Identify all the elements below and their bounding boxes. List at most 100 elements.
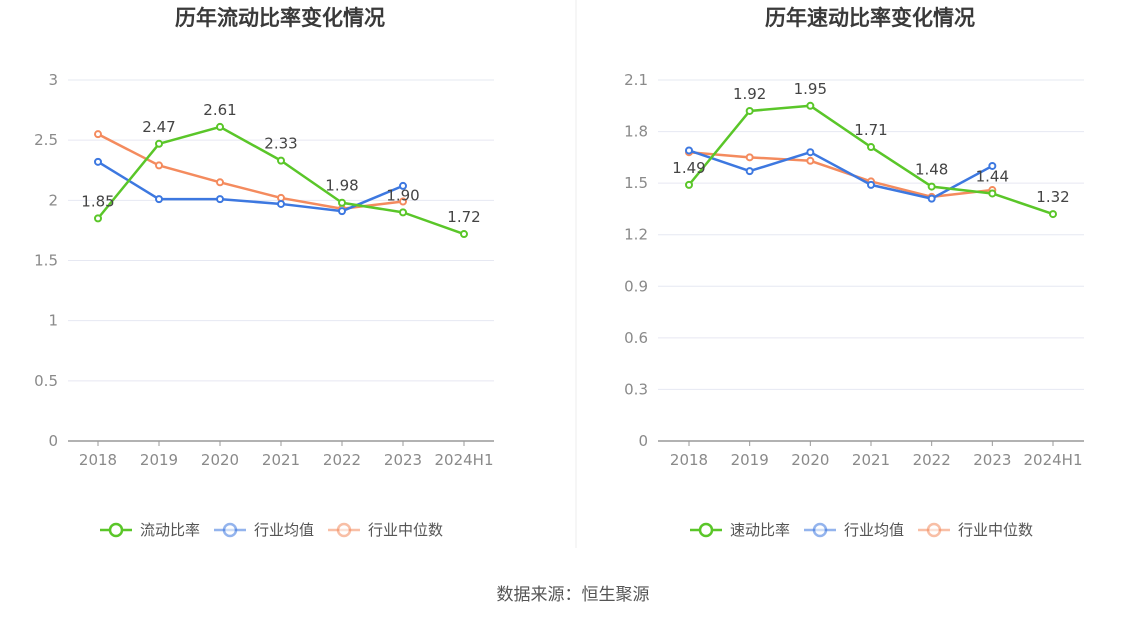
legend-marker: [926, 522, 942, 538]
legend-marker: [336, 522, 352, 538]
series-1: [94, 122, 468, 239]
x-tick-label: 2020: [201, 451, 239, 469]
data-point: [216, 195, 224, 204]
data-point: [399, 208, 407, 217]
chart-title: 历年流动比率变化情况: [175, 6, 385, 30]
legend-marker: [812, 522, 828, 538]
data-label: 1.44: [976, 167, 1009, 185]
series-line: [688, 149, 993, 200]
y-tick-label: 3: [48, 71, 58, 89]
data-point: [806, 148, 815, 157]
data-point: [277, 199, 285, 208]
y-tick-label: 0: [48, 432, 58, 450]
data-point: [216, 122, 224, 131]
legend-marker: [222, 522, 238, 538]
data-label: 1.92: [733, 85, 766, 103]
data-point: [155, 139, 163, 148]
legend-label: 速动比率: [730, 521, 790, 539]
x-tick-label: 2018: [670, 451, 708, 469]
x-tick-label: 2023: [973, 451, 1011, 469]
y-tick-label: 0.9: [624, 277, 648, 295]
legend-item-1: 速动比率: [690, 521, 790, 539]
chart-title: 历年速动比率变化情况: [765, 6, 975, 30]
legend-label: 行业中位数: [958, 521, 1033, 539]
y-tick-label: 1: [48, 312, 58, 330]
legend-item-2: 行业均值: [804, 521, 904, 539]
data-point: [460, 230, 468, 239]
x-tick-label: 2021: [852, 451, 890, 469]
data-point: [685, 180, 693, 189]
data-point: [216, 178, 224, 187]
y-tick-label: 1.5: [624, 174, 648, 192]
data-point: [1049, 210, 1057, 219]
data-point: [927, 194, 936, 203]
x-tick-label: 2021: [262, 451, 300, 469]
y-tick-label: 1.8: [624, 123, 648, 141]
legend-label: 流动比率: [140, 521, 200, 539]
series-3: [685, 148, 997, 201]
chart-1: 历年流动比率变化情况 0 0.5 1 1.5 2 2.5 3 2018 2019 2020 2021 2…: [34, 6, 494, 539]
data-point: [927, 182, 936, 191]
legend-label: 行业均值: [844, 521, 904, 539]
data-label: 2.61: [203, 101, 236, 119]
series-1: [685, 101, 1057, 219]
data-point: [277, 156, 285, 165]
legend-item-2: 行业均值: [214, 521, 314, 539]
x-tick-label: 2022: [913, 451, 951, 469]
data-label: 1.95: [794, 80, 827, 98]
legend-item-3: 行业中位数: [328, 521, 443, 539]
data-source: 数据来源：恒生聚源: [497, 585, 650, 605]
legend-item-1: 流动比率: [100, 521, 200, 539]
data-point: [399, 181, 407, 190]
data-point: [338, 207, 346, 216]
series-line: [688, 150, 993, 199]
legend-item-3: 行业中位数: [918, 521, 1033, 539]
data-point: [988, 189, 997, 198]
chart-2: 历年速动比率变化情况 0 0.3 0.6 0.9 1.2 1.5 1.8 2.1 2018 2019…: [624, 6, 1084, 539]
data-label: 2.47: [142, 118, 175, 136]
y-tick-label: 2: [48, 191, 58, 209]
y-tick-label: 0.6: [624, 329, 648, 347]
data-point: [745, 153, 754, 162]
series-line: [97, 160, 404, 213]
data-point: [806, 156, 815, 165]
data-label: 1.85: [81, 192, 114, 210]
y-tick-label: 0.5: [34, 372, 58, 390]
data-point: [338, 198, 346, 207]
data-point: [745, 167, 754, 176]
data-label: 1.72: [447, 208, 480, 226]
data-label: 1.32: [1036, 188, 1069, 206]
data-point: [399, 197, 407, 206]
data-label: 2.33: [264, 135, 297, 153]
data-label: 1.98: [325, 177, 358, 195]
y-tick-label: 2.1: [624, 71, 648, 89]
x-tick-label: 2019: [731, 451, 769, 469]
legend-marker: [698, 522, 714, 538]
series-2: [685, 146, 997, 203]
data-point: [867, 143, 875, 152]
data-point: [806, 101, 815, 110]
data-point: [745, 106, 754, 115]
data-label: 1.71: [854, 121, 887, 139]
data-label: 1.49: [672, 159, 705, 177]
x-tick-label: 2020: [791, 451, 829, 469]
y-tick-label: 0: [638, 432, 648, 450]
x-tick-label: 2024H1: [435, 451, 494, 469]
data-point: [155, 195, 163, 204]
y-tick-label: 2.5: [34, 131, 58, 149]
data-label: 1.48: [915, 161, 948, 179]
series-2: [94, 157, 407, 216]
data-point: [94, 130, 102, 139]
data-point: [155, 161, 163, 170]
data-point: [867, 180, 875, 189]
legend-marker: [108, 522, 124, 538]
data-point: [94, 214, 102, 223]
series-line: [97, 133, 404, 211]
x-tick-label: 2023: [384, 451, 422, 469]
data-point: [685, 146, 693, 155]
legend-label: 行业均值: [254, 521, 314, 539]
y-tick-label: 1.2: [624, 226, 648, 244]
y-tick-label: 0.3: [624, 380, 648, 398]
